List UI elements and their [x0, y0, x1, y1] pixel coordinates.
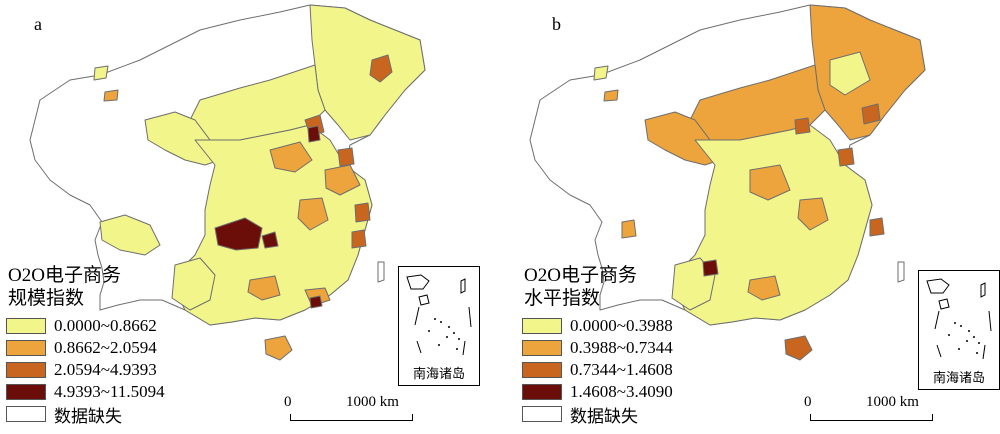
legend-label: 2.0594~4.9393 [54, 360, 157, 379]
legend-item: 0.0000~0.3988 [522, 315, 673, 337]
region-tibet-east [99, 214, 161, 256]
legend-swatch [522, 406, 562, 422]
region-east-orange [297, 197, 329, 231]
legend-label: 4.9393~11.5094 [54, 382, 165, 401]
china-map-b [529, 4, 926, 361]
scale-line [810, 420, 932, 421]
legend-label: 0.8662~2.0594 [54, 338, 157, 357]
legend-label: 0.7344~1.4608 [570, 360, 673, 379]
legend-swatch [522, 384, 562, 400]
region-shanghai-brown [869, 217, 885, 237]
region-northeast-yellow [829, 51, 871, 96]
scale-end-label: 1000 km [866, 394, 919, 410]
inset-islands [406, 274, 472, 356]
legend-swatch [6, 318, 46, 334]
legend-title-line1: O2O电子商务 [8, 265, 121, 286]
panel-label: a [34, 14, 42, 34]
south-china-sea-inset: 南海诸岛 [398, 266, 480, 386]
region-yunnan-darkred [702, 259, 719, 277]
legend-swatch [6, 384, 46, 400]
scale-start-label: 0 [804, 394, 812, 410]
legend-item: 0.8662~2.0594 [6, 337, 165, 359]
map-panel-a: a O2O电子商务 规模指数 0.0000~0.8662 0.8662~2.05… [0, 0, 500, 431]
scale-line [290, 420, 412, 421]
region-north-darkred [307, 125, 321, 143]
legend-label: 0.0000~0.3988 [570, 316, 673, 335]
region-shanghai-brown [354, 202, 371, 223]
region-east-orange [797, 197, 829, 231]
legend-swatch [6, 340, 46, 356]
region-hainan [264, 335, 293, 361]
region-shandong-orange [324, 164, 361, 196]
region-xinjiang-patch2 [603, 89, 619, 102]
scale-end-label: 1000 km [346, 394, 399, 410]
legend: O2O电子商务 水平指数 0.0000~0.3988 0.3988~0.7344… [522, 264, 673, 426]
legend-label: 1.4608~3.4090 [570, 382, 673, 401]
scale-bar: 0 1000 km [804, 394, 954, 434]
region-north-brown [794, 117, 811, 135]
region-chongqing-darkred [261, 231, 279, 249]
scale-bar: 0 1000 km [284, 394, 434, 434]
region-central [674, 124, 873, 326]
legend-item: 4.9393~11.5094 [6, 381, 165, 403]
legend-label: 数据缺失 [54, 406, 122, 426]
region-south-orange [247, 275, 281, 301]
legend-item: 2.0594~4.9393 [6, 359, 165, 381]
region-liaoning-brown [861, 103, 881, 125]
inset-label: 南海诸岛 [932, 370, 985, 385]
panel-label: b [552, 14, 561, 34]
legend-swatch [522, 318, 562, 334]
legend-item: 0.3988~0.7344 [522, 337, 673, 359]
legend-item: 数据缺失 [522, 403, 673, 426]
legend-item: 数据缺失 [6, 403, 165, 426]
region-central-orange [749, 164, 791, 201]
region-yunnan [171, 257, 216, 311]
scale-end-tick [932, 414, 933, 421]
legend-label: 0.3988~0.7344 [570, 338, 673, 357]
legend-item: 1.4608~3.4090 [522, 381, 673, 403]
china-map-a [29, 4, 426, 361]
legend-title-line2: 规模指数 [8, 288, 85, 309]
region-xinjiang-patch [93, 65, 109, 81]
region-south-darkred [309, 295, 323, 309]
scale-end-tick [810, 414, 811, 421]
region-zhejiang-brown [351, 229, 367, 249]
region-northeast-hot [369, 54, 393, 83]
inset-label: 南海诸岛 [412, 366, 465, 381]
region-south-orange [747, 275, 781, 301]
region-taiwan [897, 261, 905, 283]
region-east-brown [337, 147, 355, 167]
legend-title-line2: 水平指数 [524, 288, 601, 309]
region-taiwan [377, 261, 385, 283]
legend-label: 0.0000~0.8662 [54, 316, 157, 335]
legend-swatch [6, 362, 46, 378]
legend-swatch [6, 406, 46, 422]
legend-swatch [522, 362, 562, 378]
region-chengdu-darkred [214, 217, 263, 251]
scale-end-tick [290, 414, 291, 421]
scale-end-tick [412, 414, 413, 421]
legend-label: 数据缺失 [570, 406, 638, 426]
map-panel-b: b O2O电子商务 水平指数 0.0000~0.3988 0.3988~0.73… [500, 0, 1000, 431]
region-east-brown [837, 147, 855, 167]
region-tibet-east [621, 219, 637, 239]
legend-item: 0.7344~1.4608 [522, 359, 673, 381]
inset-islands [926, 278, 992, 360]
legend: O2O电子商务 规模指数 0.0000~0.8662 0.8662~2.0594… [6, 264, 165, 426]
region-xinjiang-patch2 [103, 89, 119, 102]
map-outline-b [529, 4, 926, 361]
legend-title-line1: O2O电子商务 [524, 265, 637, 286]
legend-swatch [522, 340, 562, 356]
south-china-sea-inset: 南海诸岛 [918, 270, 1000, 390]
map-outline-a [29, 4, 426, 361]
region-hainan [784, 335, 813, 361]
legend-item: 0.0000~0.8662 [6, 315, 165, 337]
scale-start-label: 0 [284, 394, 292, 410]
region-north-china-orange [269, 141, 313, 173]
region-xinjiang-patch [593, 65, 609, 81]
